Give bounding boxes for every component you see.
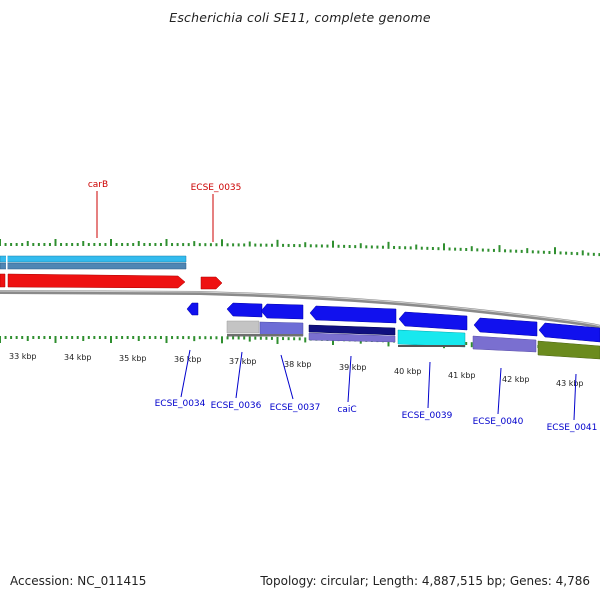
scale-labels: 33 kbp 34 kbp 35 kbp 36 kbp 37 kbp 38 kb…: [9, 352, 584, 388]
gene-leader-lines: [96, 191, 577, 421]
gene-arrow-ECSE_0035[interactable]: [200, 276, 223, 290]
scale-label: 38 kbp: [284, 360, 312, 369]
gene-label-ECSE_0034[interactable]: ECSE_0034: [155, 399, 206, 409]
feature-bar-slate-3: [472, 335, 537, 353]
feature-bar-cyan: [397, 329, 466, 348]
scale-label: 33 kbp: [9, 352, 37, 361]
gene-label-ECSE_0040[interactable]: ECSE_0040: [473, 417, 524, 427]
gene-label-ECSE_0036[interactable]: ECSE_0036: [211, 401, 262, 411]
scale-label: 42 kbp: [502, 375, 530, 384]
gene-labels: carB ECSE_0035 ECSE_0034 ECSE_0036 ECSE_…: [88, 180, 598, 433]
leader-ECSE_0041: [573, 373, 577, 421]
feature-underline-2: [398, 345, 465, 347]
gene-arrow-ECSE_0041[interactable]: [538, 322, 600, 343]
leader-ECSE_0037: [280, 354, 294, 400]
gene-label-caiC[interactable]: caiC: [337, 405, 356, 415]
scale-label: 43 kbp: [556, 379, 584, 388]
forward-feature-bar-steel-blue: [0, 262, 187, 270]
leader-ECSE_0040: [497, 367, 502, 415]
scale-label: 35 kbp: [119, 354, 147, 363]
gene-arrow-ECSE_0040[interactable]: [473, 317, 538, 337]
gene-label-carB[interactable]: carB: [88, 180, 108, 190]
feature-bar-navy: [308, 324, 396, 336]
scale-label: 37 kbp: [229, 357, 257, 366]
topology-summary: Topology: circular; Length: 4,887,515 bp…: [260, 574, 590, 588]
top-tick-row: [0, 239, 600, 257]
scale-label: 34 kbp: [64, 353, 92, 362]
forward-feature-bar-light-blue: [0, 255, 187, 263]
feature-underline-1: [227, 334, 303, 337]
scale-label: 41 kbp: [448, 371, 476, 380]
feature-bar-slate-2: [308, 332, 396, 343]
genome-title: Escherichia coli SE11, complete genome: [169, 10, 431, 25]
feature-bar-slate-1: [259, 321, 304, 337]
gene-arrow-carB[interactable]: [7, 273, 186, 289]
gene-label-ECSE_0041[interactable]: ECSE_0041: [547, 423, 598, 433]
gene-label-ECSE_0039[interactable]: ECSE_0039: [402, 411, 453, 421]
leader-ECSE_0039: [427, 361, 431, 409]
accession-label: Accession: NC_011415: [10, 574, 147, 588]
gene-label-ECSE_0037[interactable]: ECSE_0037: [270, 403, 321, 413]
gene-arrow-ECSE_0036[interactable]: [226, 302, 263, 318]
gene-arrow-ECSE_0037[interactable]: [260, 303, 304, 320]
feature-bar-gray: [226, 320, 260, 334]
leader-ECSE_0034: [180, 349, 191, 398]
leader-ECSE_0036: [235, 351, 243, 399]
genome-backbone: [0, 290, 600, 329]
gene-label-ECSE_0035[interactable]: ECSE_0035: [191, 183, 242, 193]
leader-caiC: [347, 355, 352, 403]
gene-arrow-partial-left[interactable]: [0, 273, 6, 288]
scale-label: 40 kbp: [394, 367, 422, 376]
gene-arrow-ECSE_0039[interactable]: [398, 311, 468, 331]
forward-feature-divider: [6, 255, 8, 271]
scale-label: 39 kbp: [339, 363, 367, 372]
gene-arrow-ECSE_0034[interactable]: [186, 302, 199, 316]
feature-bar-olive: [537, 340, 600, 360]
genome-backbone-highlight: [0, 290, 600, 327]
gene-arrow-caiC[interactable]: [309, 305, 397, 324]
